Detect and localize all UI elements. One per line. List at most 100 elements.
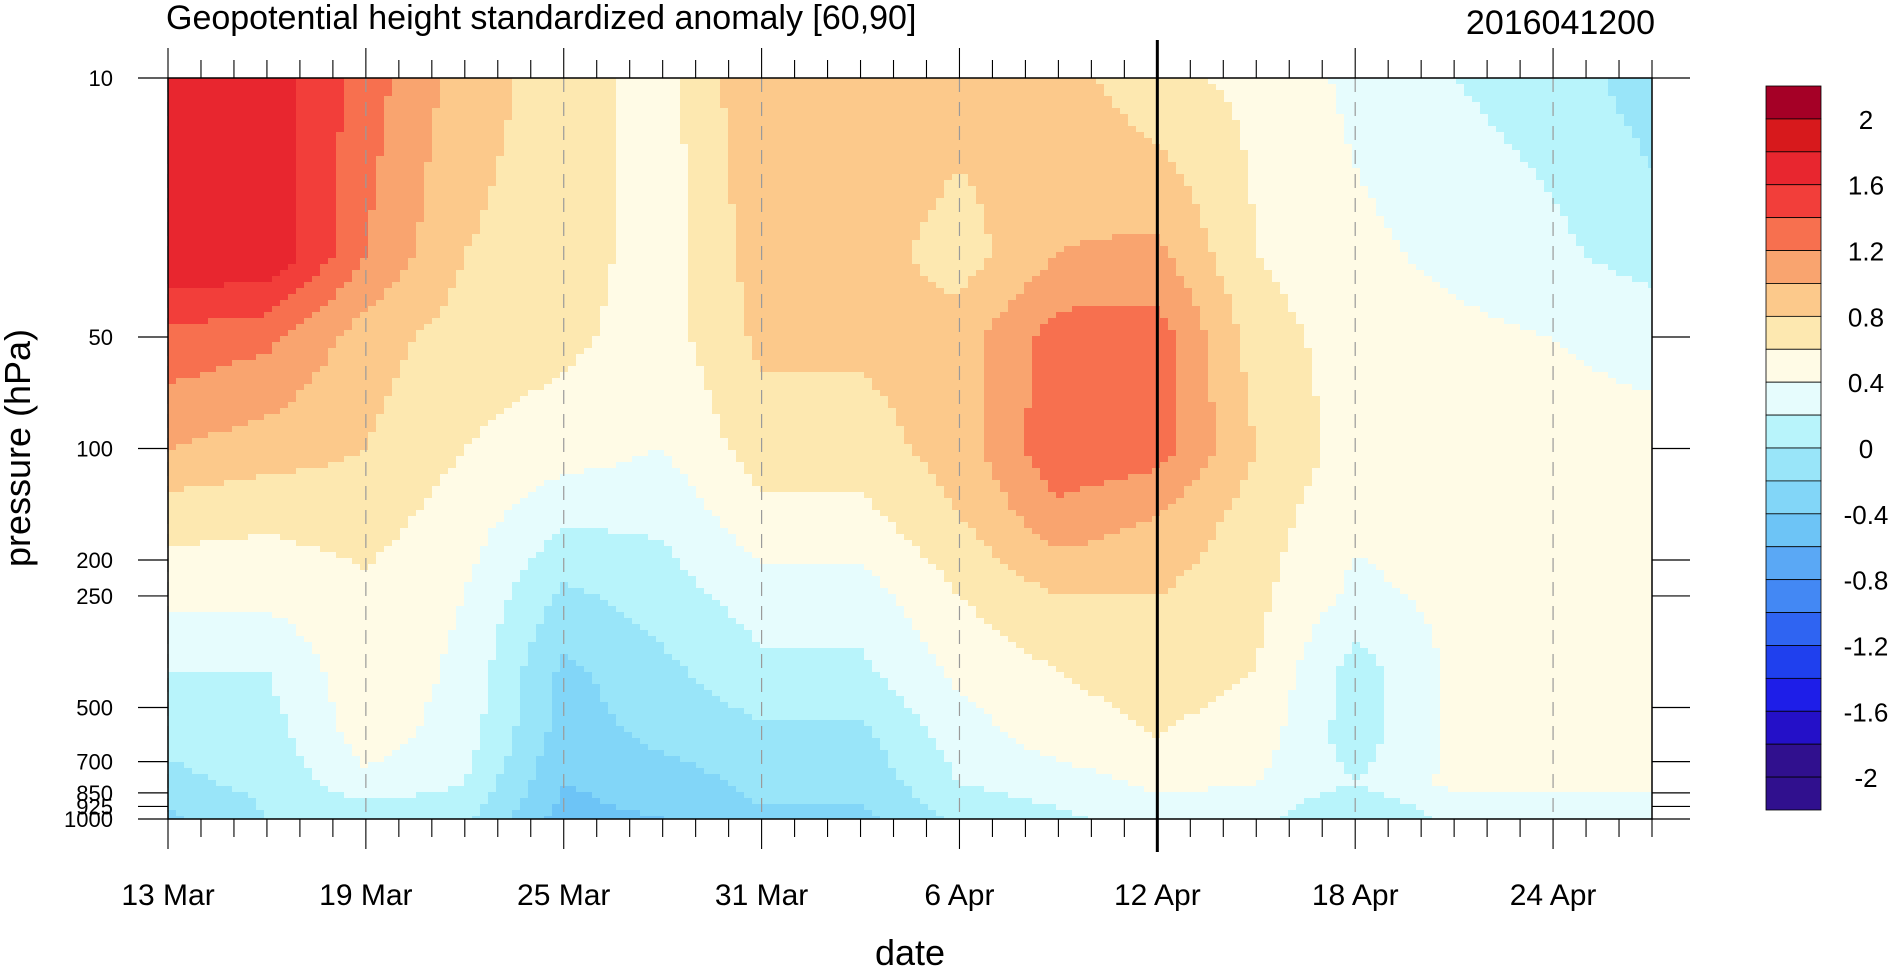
field-cell <box>328 216 337 223</box>
field-cell <box>880 210 889 217</box>
field-cell <box>1600 132 1609 139</box>
field-cell <box>1624 108 1633 115</box>
field-cell <box>696 210 705 217</box>
field-cell <box>264 96 273 103</box>
field-cell <box>1064 132 1073 139</box>
field-cell <box>608 186 617 193</box>
field-cell <box>648 174 657 181</box>
field-cell <box>840 108 849 115</box>
field-cell <box>840 162 849 169</box>
field-cell <box>504 120 513 127</box>
field-cell <box>864 156 873 163</box>
field-cell <box>792 150 801 157</box>
field-cell <box>1464 174 1473 181</box>
field-cell <box>360 138 369 145</box>
field-cell <box>536 114 545 121</box>
field-cell <box>1352 150 1361 157</box>
field-cell <box>1192 156 1201 163</box>
field-cell <box>344 234 353 241</box>
field-cell <box>840 96 849 103</box>
field-cell <box>1456 132 1465 139</box>
field-cell <box>1016 78 1025 85</box>
field-cell <box>1072 186 1081 193</box>
field-cell <box>952 108 961 115</box>
field-cell <box>600 84 609 91</box>
field-cell <box>816 222 825 229</box>
field-cell <box>1640 150 1649 157</box>
field-cell <box>1216 132 1225 139</box>
field-cell <box>1408 180 1417 187</box>
field-cell <box>1256 180 1265 187</box>
field-cell <box>912 180 921 187</box>
field-cell <box>552 78 561 85</box>
field-cell <box>512 162 521 169</box>
field-cell <box>1352 96 1361 103</box>
field-cell <box>552 228 561 235</box>
field-cell <box>1256 108 1265 115</box>
field-cell <box>664 126 673 133</box>
field-cell <box>1216 198 1225 205</box>
field-cell <box>1000 102 1009 109</box>
field-cell <box>1304 102 1313 109</box>
field-cell <box>176 132 185 139</box>
field-cell <box>968 126 977 133</box>
field-cell <box>1440 210 1449 217</box>
field-cell <box>936 84 945 91</box>
field-cell <box>752 78 761 85</box>
field-cell <box>472 174 481 181</box>
field-cell <box>952 228 961 235</box>
field-cell <box>224 174 233 181</box>
field-cell <box>752 228 761 235</box>
field-cell <box>680 132 689 139</box>
field-cell <box>1384 138 1393 145</box>
field-cell <box>488 126 497 133</box>
field-cell <box>1592 192 1601 199</box>
field-cell <box>896 168 905 175</box>
field-cell <box>1440 90 1449 97</box>
field-cell <box>1104 96 1113 103</box>
field-cell <box>464 174 473 181</box>
field-cell <box>1320 120 1329 127</box>
field-cell <box>520 162 529 169</box>
field-cell <box>1248 180 1257 187</box>
field-cell <box>1136 192 1145 199</box>
field-cell <box>1072 174 1081 181</box>
field-cell <box>1400 114 1409 121</box>
field-cell <box>432 222 441 229</box>
field-cell <box>1072 216 1081 223</box>
field-cell <box>1328 114 1337 121</box>
field-cell <box>688 216 697 223</box>
field-cell <box>1136 132 1145 139</box>
field-cell <box>1432 174 1441 181</box>
field-cell <box>1376 156 1385 163</box>
field-cell <box>1488 216 1497 223</box>
field-cell <box>632 168 641 175</box>
field-cell <box>1376 108 1385 115</box>
field-cell <box>1016 192 1025 199</box>
field-cell <box>1440 192 1449 199</box>
field-cell <box>1000 180 1009 187</box>
field-cell <box>736 144 745 151</box>
field-cell <box>1640 192 1649 199</box>
field-cell <box>1216 102 1225 109</box>
field-cell <box>1584 102 1593 109</box>
field-cell <box>800 168 809 175</box>
field-cell <box>952 126 961 133</box>
field-cell <box>1392 228 1401 235</box>
field-cell <box>1016 96 1025 103</box>
field-cell <box>232 168 241 175</box>
field-cell <box>1296 108 1305 115</box>
field-cell <box>1432 78 1441 85</box>
field-cell <box>504 156 513 163</box>
field-cell <box>448 114 457 121</box>
field-cell <box>216 156 225 163</box>
field-cell <box>352 234 361 241</box>
field-cell <box>248 198 257 205</box>
field-cell <box>808 126 817 133</box>
field-cell <box>1504 120 1513 127</box>
field-cell <box>1480 138 1489 145</box>
field-cell <box>1192 108 1201 115</box>
field-cell <box>1184 108 1193 115</box>
field-cell <box>768 132 777 139</box>
field-cell <box>1448 192 1457 199</box>
